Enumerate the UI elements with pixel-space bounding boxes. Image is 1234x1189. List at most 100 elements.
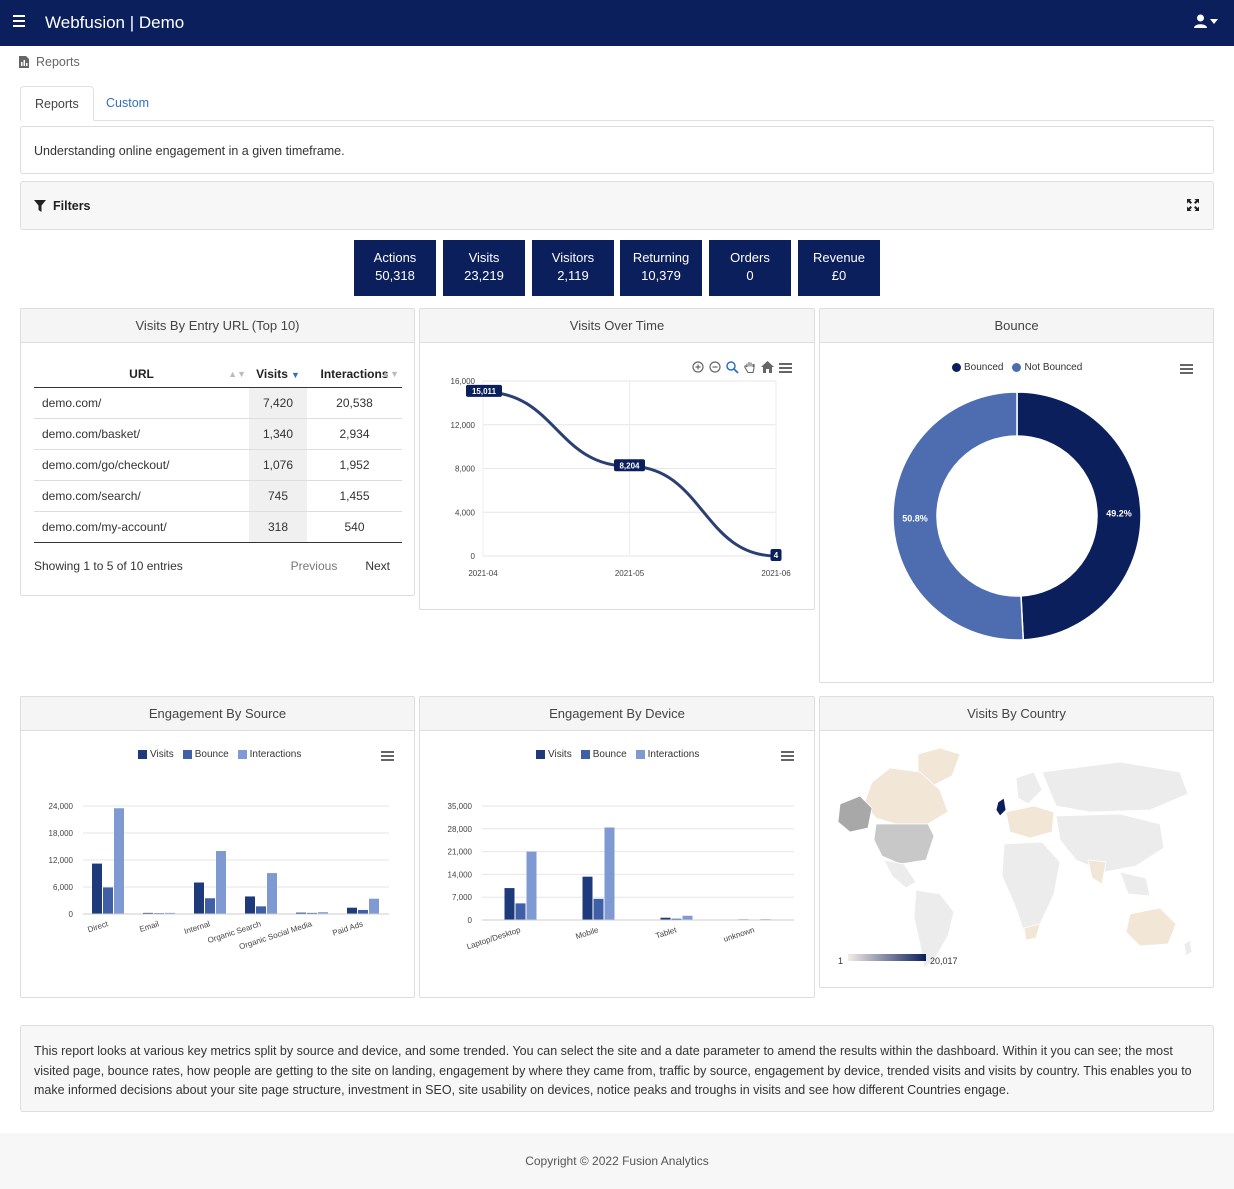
map-region-southeast-asia <box>1119 871 1151 897</box>
bar <box>347 907 357 914</box>
slice-label: 50.8% <box>902 514 928 524</box>
chart-toolbar <box>692 361 792 374</box>
engagement-device-chart: 0 7,000 14,000 21,000 28,000 35,000 Laptop/Des… <box>448 802 794 951</box>
bar <box>245 896 255 914</box>
visits-over-time-chart: 0 4,000 8,000 12,000 16,000 2021-04 2021-05 202… <box>451 377 792 578</box>
kpi-visits: Visits 23,219 <box>443 240 525 296</box>
x-tick-label: 2021-05 <box>615 569 645 578</box>
y-tick-label: 24,000 <box>49 802 74 811</box>
kpi-label: Revenue <box>812 250 866 265</box>
url-cell: demo.com/search/ <box>34 480 249 512</box>
visits-over-time-panel: Visits Over Time 0 4,000 8,000 12,000 16,000… <box>419 308 815 610</box>
bar <box>593 898 604 920</box>
x-tick-label: unknown <box>722 925 755 943</box>
filter-icon <box>34 200 46 212</box>
filters-header[interactable]: Filters <box>34 199 91 213</box>
legend-item-interactions[interactable]: Interactions <box>237 749 301 760</box>
world-map[interactable]: 1 20,017 <box>820 732 1213 987</box>
engagement-source-chart: 0 6,000 12,000 18,000 24,000 Direct Email Inter… <box>49 802 389 951</box>
y-tick-label: 4,000 <box>455 508 476 517</box>
data-label-box <box>466 384 502 397</box>
tab-custom[interactable]: Custom <box>106 96 150 110</box>
bounce-panel: Bounce Bounced Not Bounced 49.2% 50.8% <box>819 308 1214 683</box>
filters-panel[interactable]: Filters <box>20 181 1214 230</box>
table-row[interactable]: demo.com/basket/1,340 2,934 <box>34 418 402 450</box>
legend-item-visits[interactable]: Visits <box>138 749 174 760</box>
panel-title: Visits By Country <box>820 697 1213 731</box>
menu-icon[interactable] <box>1180 364 1193 376</box>
panel-title: Engagement By Device <box>420 697 814 731</box>
tab-reports[interactable]: Reports <box>20 86 94 121</box>
pan-icon[interactable] <box>744 361 756 374</box>
visits-cell: 1,076 <box>249 449 307 481</box>
donut-slice <box>1016 391 1142 641</box>
brand-title[interactable]: Webfusion | Demo <box>45 13 185 32</box>
slice-label: 49.2% <box>1106 508 1132 518</box>
bar <box>267 873 277 914</box>
column-header-interactions[interactable]: Interactions ▲▼ <box>307 361 402 388</box>
hamburger-icon[interactable] <box>13 15 25 29</box>
magnify-icon[interactable] <box>726 361 739 374</box>
x-tick-label: Mobile <box>574 925 600 941</box>
legend-item-bounce[interactable]: Bounce <box>580 749 627 760</box>
zoom-out-icon[interactable] <box>709 361 721 373</box>
legend-item-bounced[interactable]: Bounced <box>952 362 1003 373</box>
x-tick-label: Email <box>138 919 160 934</box>
kpi-value: £0 <box>831 268 847 283</box>
source-legend: Visits Bounce Interactions <box>138 749 301 760</box>
map-color-scale <box>848 954 926 961</box>
table-row[interactable]: demo.com/my-account/318 540 <box>34 511 402 543</box>
breadcrumb-label[interactable]: Reports <box>36 55 80 69</box>
bar <box>205 898 215 914</box>
menu-icon[interactable] <box>781 751 794 763</box>
map-region-africa <box>1001 841 1061 933</box>
kpi-value: 23,219 <box>464 268 504 283</box>
table-row[interactable]: demo.com/search/745 1,455 <box>34 480 402 512</box>
entry-url-panel: Visits By Entry URL (Top 10) URL ▲▼ Visit… <box>20 308 415 596</box>
column-header-url[interactable]: URL ▲▼ <box>34 361 249 388</box>
expand-icon[interactable] <box>1187 199 1199 214</box>
panel-title: Visits By Entry URL (Top 10) <box>21 309 414 343</box>
table-row[interactable]: demo.com/go/checkout/1,076 1,952 <box>34 449 402 481</box>
legend-item-visits[interactable]: Visits <box>536 749 572 760</box>
data-label: 4 <box>774 551 779 560</box>
kpi-label: Actions <box>373 250 417 265</box>
bar <box>165 912 175 914</box>
previous-button[interactable]: Previous <box>290 559 338 573</box>
donut-slice <box>892 391 1025 641</box>
y-tick-label: 0 <box>471 552 476 561</box>
legend-item-not-bounced[interactable]: Not Bounced <box>1012 362 1082 373</box>
y-tick-label: 28,000 <box>448 825 473 834</box>
map-region-mexico <box>883 859 917 889</box>
y-tick-label: 21,000 <box>448 848 473 857</box>
filters-label: Filters <box>53 199 91 213</box>
menu-icon[interactable] <box>381 751 394 763</box>
bar <box>526 851 537 920</box>
table-info: Showing 1 to 5 of 10 entries <box>34 559 183 573</box>
url-cell: demo.com/ <box>34 387 249 419</box>
visits-cell: 7,420 <box>249 387 307 419</box>
kpi-label: Orders <box>730 250 770 265</box>
panel-title: Bounce <box>820 309 1213 343</box>
caret-down-icon <box>1210 18 1218 24</box>
user-icon <box>1194 14 1207 28</box>
y-tick-label: 0 <box>69 910 74 919</box>
url-cell: demo.com/go/checkout/ <box>34 449 249 481</box>
legend-item-bounce[interactable]: Bounce <box>182 749 229 760</box>
bar <box>194 882 204 914</box>
kpi-visitors: Visitors 2,119 <box>532 240 614 296</box>
home-icon[interactable] <box>761 361 774 373</box>
user-menu[interactable] <box>1194 14 1218 28</box>
map-region-india <box>1087 859 1107 885</box>
menu-icon[interactable] <box>779 361 792 374</box>
column-header-visits[interactable]: Visits ▼ <box>249 361 307 388</box>
y-tick-label: 18,000 <box>49 829 74 838</box>
kpi-label: Visits <box>468 250 500 265</box>
legend-item-interactions[interactable]: Interactions <box>635 749 699 760</box>
data-label: 15,011 <box>472 387 497 396</box>
y-tick-label: 12,000 <box>49 856 74 865</box>
zoom-in-icon[interactable] <box>692 361 704 373</box>
table-row[interactable]: demo.com/7,420 20,538 <box>34 387 402 419</box>
map-region-alaska <box>837 795 873 833</box>
next-button[interactable]: Next <box>365 559 390 573</box>
